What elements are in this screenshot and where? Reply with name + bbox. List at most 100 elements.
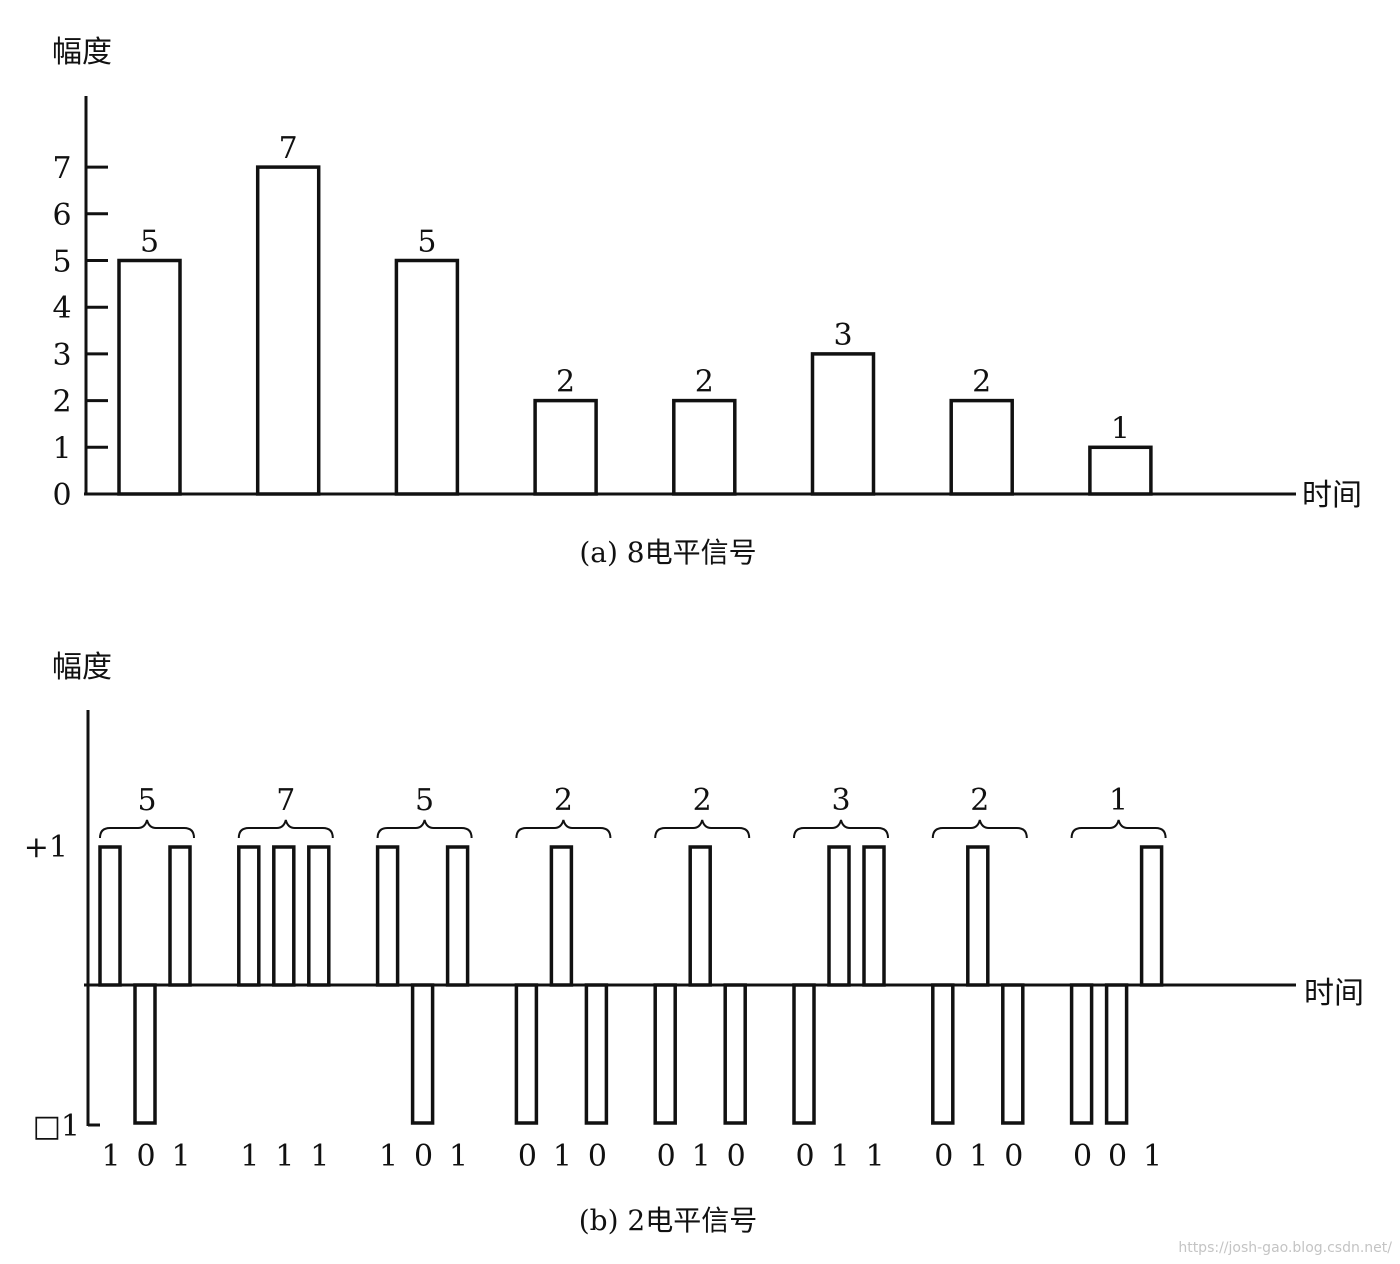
chart-b-group-brace	[931, 819, 1028, 839]
chart-a-ytick-label: 5	[52, 245, 71, 280]
chart-b-group-label: 2	[693, 783, 712, 818]
chart-b-pulse	[1069, 983, 1094, 1125]
chart-b-bit-label: 0	[1004, 1139, 1023, 1174]
chart-b-pulse	[966, 845, 990, 987]
chart-a-xlabel: 时间	[1302, 478, 1362, 513]
chart-b-pulse	[584, 983, 609, 1125]
chart-b-pulse	[133, 983, 157, 1125]
chart-a-value-label: 5	[140, 225, 159, 260]
chart-a-bar	[394, 258, 460, 496]
chart-b-bit-label: 0	[727, 1139, 746, 1174]
chart-a-bar	[1088, 445, 1153, 496]
chart-a-bar	[117, 258, 182, 496]
chart-b-bit-label: 1	[379, 1139, 398, 1174]
chart-b-caption: (b) 2电平信号	[579, 1204, 758, 1237]
chart-a-ytick-label: 0	[52, 478, 71, 513]
chart-b-bit-label: 0	[1108, 1139, 1127, 1174]
chart-b-pulse	[410, 983, 435, 1125]
chart-b-group-brace	[654, 819, 751, 839]
chart-b-pulse	[549, 845, 574, 987]
chart-b-bit-label: 1	[449, 1139, 468, 1174]
chart-b-bit-label: 1	[865, 1139, 884, 1174]
chart-b-ytick-minus1: □1	[33, 1109, 80, 1144]
chart-a-value-label: 3	[833, 318, 852, 353]
chart-a-value-label: 2	[695, 365, 714, 400]
chart-b-group-label: 3	[831, 783, 850, 818]
chart-b-bit-label: 0	[1073, 1139, 1092, 1174]
chart-b-group-brace	[793, 819, 889, 839]
chart-b-bit-label: 1	[830, 1139, 849, 1174]
chart-b-group-label: 5	[137, 783, 156, 818]
chart-b-bit-label: 1	[275, 1139, 294, 1174]
chart-b-pulse	[307, 845, 331, 987]
chart-a-value-label: 1	[1111, 411, 1130, 446]
chart-a-ytick-label: 6	[52, 198, 71, 233]
chart-a-caption: (a) 8电平信号	[579, 536, 756, 569]
chart-b-bit-label: 0	[414, 1139, 433, 1174]
chart-a-ytick-label: 7	[52, 151, 71, 186]
chart-a-bars: 5 7 5 2 2 3 2 1	[117, 131, 1153, 496]
chart-b-pulse	[1139, 845, 1164, 987]
chart-b-group-brace	[515, 819, 612, 839]
chart-b-pulse	[1001, 983, 1025, 1125]
chart-b-bit-label: 1	[553, 1139, 572, 1174]
chart-a-ytick-label: 3	[52, 338, 71, 373]
chart-b-pulse	[792, 983, 816, 1125]
chart-b-pulse	[375, 845, 400, 987]
chart-a-y-ticks: 0 1 2 3 4 5 6 7	[52, 151, 108, 513]
chart-b-pulse	[862, 845, 886, 987]
chart-b-pulse	[98, 845, 122, 987]
chart-b-bit-label: 1	[692, 1139, 711, 1174]
chart-a-ytick-label: 2	[52, 385, 71, 420]
chart-b-pulse	[688, 845, 712, 987]
chart-b-pulses: 1 0 151 1 171 0 150 1 020 1 020 1 130 1 020 0 11	[98, 783, 1167, 1174]
chart-b-ytick-plus1: +1	[24, 830, 68, 865]
chart-b-group-brace	[1070, 819, 1167, 839]
chart-b-pulse	[514, 983, 539, 1125]
chart-b: 幅度 +1 □1 1 0 151 1 171 0 150 1 020 1 020 1 130 1 020 0 1…	[24, 650, 1364, 1237]
chart-b-pulse	[272, 845, 296, 987]
chart-b-pulse	[931, 983, 955, 1125]
chart-a-bar	[810, 352, 876, 496]
chart-b-group-label: 2	[554, 783, 573, 818]
chart-b-pulse	[1104, 983, 1129, 1125]
watermark: https://josh-gao.blog.csdn.net/	[1178, 1240, 1392, 1256]
chart-b-group-label: 7	[276, 783, 295, 818]
chart-b-pulse	[723, 983, 747, 1125]
chart-a-ytick-label: 4	[52, 291, 71, 326]
chart-b-group-label: 2	[970, 783, 989, 818]
chart-b-pulse	[445, 845, 470, 987]
chart-b-pulse	[237, 845, 261, 987]
chart-b-group-brace	[237, 819, 334, 839]
chart-b-group-brace	[99, 819, 195, 839]
chart-a-bar	[672, 398, 737, 496]
chart-a-bar	[533, 398, 598, 496]
chart-b-bit-label: 0	[657, 1139, 676, 1174]
chart-b-bit-label: 0	[136, 1139, 155, 1174]
chart-b-bit-label: 0	[795, 1139, 814, 1174]
chart-b-bit-label: 0	[588, 1139, 607, 1174]
chart-a-bar	[949, 398, 1014, 496]
chart-b-group-label: 1	[1109, 783, 1128, 818]
chart-b-pulse	[653, 983, 677, 1125]
chart-b-bit-label: 1	[969, 1139, 988, 1174]
chart-b-pulse	[168, 845, 192, 987]
chart-b-group-label: 5	[415, 783, 434, 818]
chart-a-bar	[255, 165, 321, 496]
chart-a-value-label: 2	[972, 365, 991, 400]
chart-b-group-brace	[376, 819, 473, 839]
chart-b-bit-label: 1	[240, 1139, 259, 1174]
chart-b-xlabel: 时间	[1304, 976, 1364, 1011]
chart-b-pulse	[827, 845, 851, 987]
chart-b-bit-label: 1	[310, 1139, 329, 1174]
chart-a-ytick-label: 1	[52, 431, 71, 466]
chart-b-ylabel: 幅度	[52, 650, 112, 685]
chart-a-ylabel: 幅度	[52, 35, 112, 70]
chart-a-value-label: 7	[279, 131, 298, 166]
chart-a-value-label: 5	[417, 225, 436, 260]
chart-b-bit-label: 0	[518, 1139, 537, 1174]
chart-b-bit-label: 1	[1143, 1139, 1162, 1174]
chart-b-bit-label: 1	[171, 1139, 190, 1174]
chart-a-value-label: 2	[556, 365, 575, 400]
